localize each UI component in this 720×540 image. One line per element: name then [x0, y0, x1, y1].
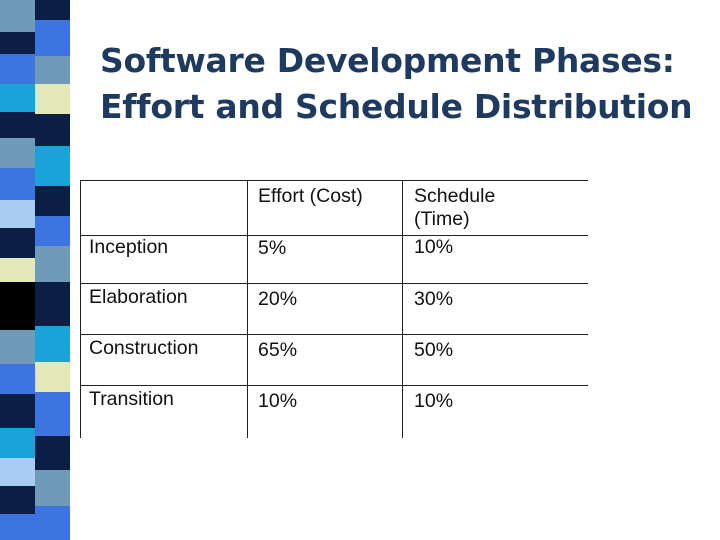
mosaic-block: [35, 392, 70, 436]
mosaic-block: [0, 112, 35, 138]
mosaic-block: [0, 200, 35, 228]
row-phase-construction: Construction: [89, 337, 199, 359]
row-schedule-transition: 10%: [414, 390, 454, 412]
mosaic-block: [0, 258, 35, 282]
mosaic-block: [35, 436, 70, 470]
mosaic-block: [35, 470, 70, 506]
mosaic-block: [35, 114, 70, 146]
mosaic-block: [35, 186, 70, 216]
mosaic-block: [0, 138, 35, 168]
mosaic-block: [0, 282, 35, 330]
table-column-divider: [247, 180, 248, 438]
mosaic-block: [35, 282, 70, 326]
mosaic-block: [35, 56, 70, 84]
mosaic-block: [0, 0, 35, 32]
row-phase-transition: Transition: [89, 388, 174, 410]
mosaic-block: [35, 20, 70, 56]
decorative-mosaic-strip: [0, 0, 70, 540]
mosaic-block: [35, 216, 70, 246]
mosaic-block: [0, 32, 35, 54]
effort-schedule-table: Effort (Cost) Schedule (Time) Inception …: [80, 180, 588, 438]
table-border-top: [80, 180, 588, 181]
slide-title: Software Development Phases: Effort and …: [100, 38, 700, 130]
row-effort-elaboration: 20%: [258, 288, 298, 310]
mosaic-block: [0, 364, 35, 394]
row-effort-transition: 10%: [258, 390, 298, 412]
mosaic-block: [35, 0, 70, 20]
row-effort-inception: 5%: [258, 237, 287, 259]
table-row-divider: [80, 334, 588, 335]
mosaic-block: [0, 458, 35, 486]
mosaic-block: [0, 486, 35, 514]
table-row-divider: [80, 283, 588, 284]
row-schedule-elaboration: 30%: [414, 288, 454, 310]
table-row-divider: [80, 385, 588, 386]
row-phase-elaboration: Elaboration: [89, 286, 188, 308]
mosaic-block: [35, 326, 70, 362]
mosaic-block: [0, 428, 35, 458]
header-schedule-line-1: Schedule: [414, 185, 496, 207]
mosaic-block: [0, 514, 35, 540]
row-schedule-inception: 10%: [414, 236, 454, 258]
header-schedule-line-2: (Time): [414, 208, 470, 230]
mosaic-block: [35, 84, 70, 114]
slide-title-line-2: Effort and Schedule Distribution: [100, 87, 693, 126]
mosaic-block: [35, 506, 70, 540]
mosaic-block: [0, 228, 35, 258]
table-row-divider: [80, 235, 588, 236]
mosaic-block: [35, 362, 70, 392]
mosaic-block: [0, 168, 35, 200]
mosaic-block: [0, 394, 35, 428]
slide-title-line-1: Software Development Phases:: [100, 41, 675, 80]
header-effort: Effort (Cost): [258, 185, 363, 207]
row-effort-construction: 65%: [258, 339, 298, 361]
mosaic-block: [0, 84, 35, 112]
table-border-left: [80, 180, 81, 438]
table-column-divider: [402, 180, 403, 438]
mosaic-block: [35, 246, 70, 282]
mosaic-block: [35, 146, 70, 186]
mosaic-block: [0, 54, 35, 84]
mosaic-block: [0, 330, 35, 364]
row-phase-inception: Inception: [89, 236, 169, 258]
row-schedule-construction: 50%: [414, 339, 454, 361]
